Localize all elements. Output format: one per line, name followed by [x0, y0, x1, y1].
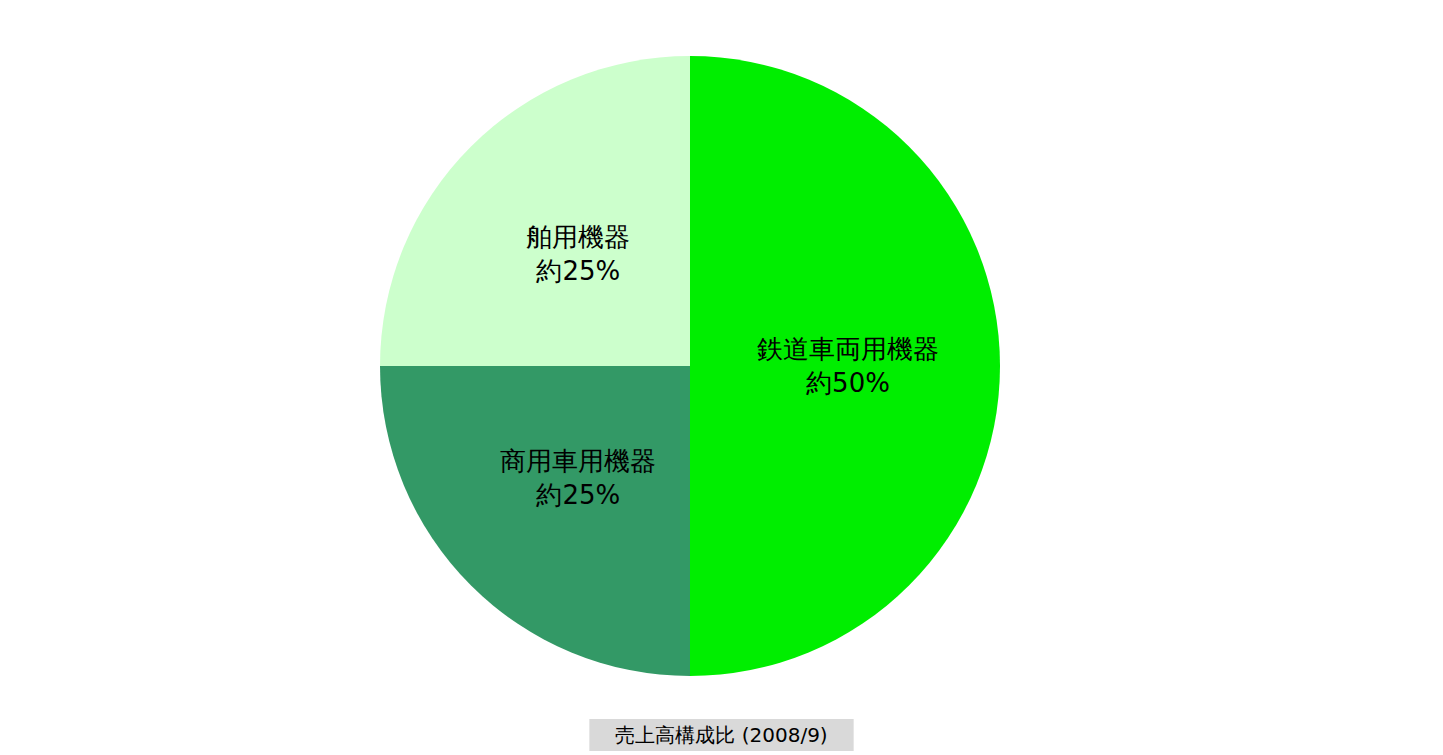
svg-text:舶用機器: 舶用機器: [526, 222, 630, 252]
svg-text:売上高構成比 (2008/9): 売上高構成比 (2008/9): [615, 723, 827, 747]
svg-text:約25%: 約25%: [536, 480, 620, 510]
svg-text:約50%: 約50%: [806, 368, 890, 398]
svg-text:商用車用機器: 商用車用機器: [500, 446, 656, 476]
svg-text:鉄道車両用機器: 鉄道車両用機器: [757, 334, 939, 364]
svg-text:約25%: 約25%: [536, 256, 620, 286]
